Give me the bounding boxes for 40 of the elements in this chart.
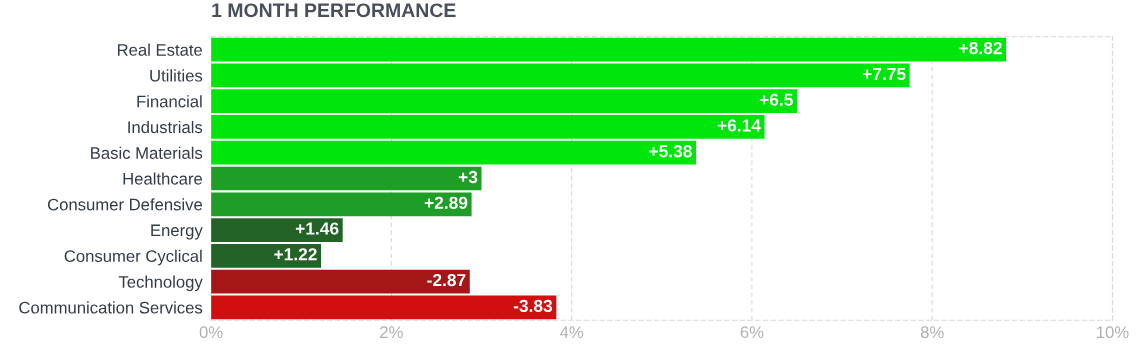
- bar: [211, 295, 557, 320]
- data-label: +2.89: [424, 196, 468, 209]
- data-label: +7.75: [862, 67, 906, 81]
- data-label: +6.14: [717, 119, 761, 132]
- data-label: +1.46: [295, 222, 339, 235]
- y-tick-label: Utilities: [150, 69, 203, 82]
- chart-title: 1 MONTH PERFORMANCE: [212, 3, 456, 18]
- y-tick-label: Basic Materials: [91, 146, 203, 159]
- data-label: +6.5: [759, 93, 793, 106]
- y-tick-label: Financial: [137, 95, 202, 108]
- x-tick-label: 10%: [1097, 326, 1129, 339]
- bar: [211, 115, 765, 139]
- y-tick-label: Technology: [118, 275, 203, 292]
- data-label: +1.22: [274, 248, 317, 261]
- y-tick-label: Energy: [151, 224, 203, 240]
- bar: [211, 89, 797, 114]
- y-tick-label: Real Estate: [117, 43, 203, 56]
- bar: [211, 243, 322, 268]
- y-tick-label: Healthcare: [123, 172, 203, 185]
- x-tick-label: 2%: [380, 326, 403, 338]
- y-tick-label: Consumer Defensive: [47, 198, 203, 211]
- bar: [211, 63, 910, 88]
- x-tick-label: 8%: [920, 326, 944, 339]
- x-tick-label: 0%: [199, 326, 223, 339]
- y-tick-label: Communication Services: [19, 301, 203, 314]
- data-label: -2.87: [427, 273, 466, 287]
- bar: [211, 192, 472, 217]
- data-label: +3: [458, 170, 478, 184]
- data-label: +5.38: [649, 145, 692, 158]
- bar: [211, 218, 343, 242]
- bar: [211, 166, 482, 191]
- x-tick-label: 6%: [740, 326, 764, 339]
- x-tick-label: 4%: [559, 326, 584, 338]
- bar: [211, 140, 697, 165]
- data-label: -3.83: [513, 299, 553, 313]
- bar: [211, 37, 1007, 62]
- bar: [211, 269, 470, 294]
- y-tick-label: Industrials: [128, 120, 203, 134]
- data-label: +8.82: [959, 42, 1002, 55]
- y-tick-label: Consumer Cyclical: [64, 249, 202, 266]
